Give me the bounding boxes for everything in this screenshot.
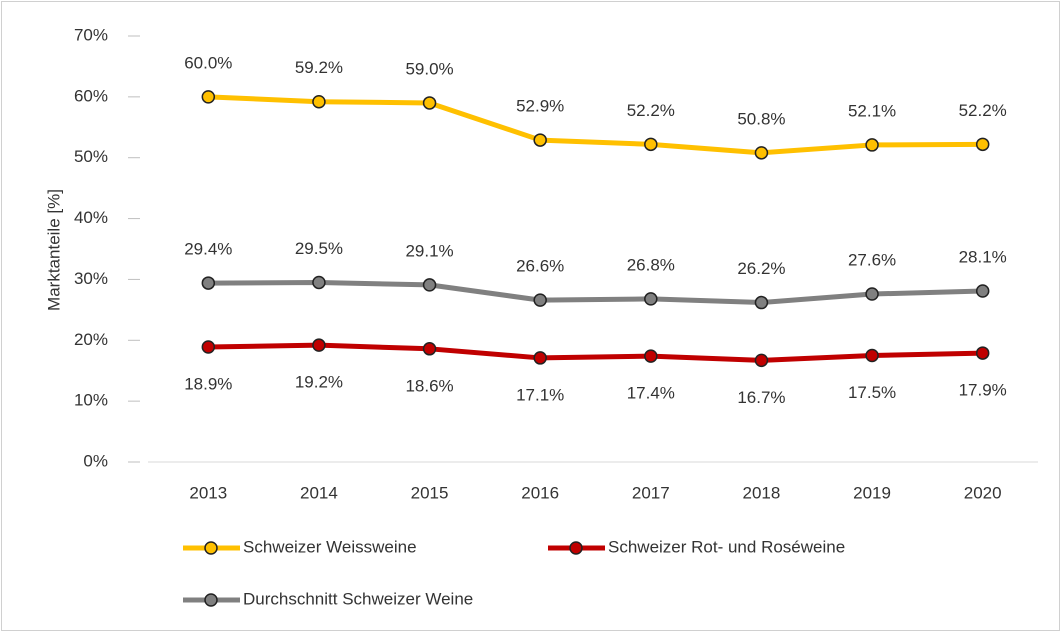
y-tick-label: 60% bbox=[74, 86, 108, 105]
data-label: 52.2% bbox=[959, 101, 1007, 120]
data-label: 60.0% bbox=[184, 53, 232, 72]
data-point bbox=[533, 293, 547, 307]
y-tick-label: 20% bbox=[74, 330, 108, 349]
data-point bbox=[754, 146, 769, 160]
data-point bbox=[533, 133, 547, 147]
data-label: 50.8% bbox=[737, 109, 785, 128]
data-point bbox=[865, 348, 879, 363]
y-axis-label: Marktanteile [%] bbox=[44, 189, 63, 311]
data-point bbox=[533, 351, 547, 365]
series-line bbox=[208, 94, 983, 156]
y-tick-label: 70% bbox=[74, 25, 108, 44]
series-line bbox=[208, 342, 983, 363]
x-tick-label: 2013 bbox=[189, 483, 227, 502]
data-label: 26.8% bbox=[627, 255, 675, 274]
x-tick-label: 2014 bbox=[300, 483, 338, 502]
data-label: 16.7% bbox=[737, 388, 785, 407]
data-label: 52.1% bbox=[848, 101, 896, 120]
data-point bbox=[201, 276, 216, 290]
data-point bbox=[201, 340, 216, 354]
data-label: 17.1% bbox=[516, 385, 564, 404]
data-label: 28.1% bbox=[959, 247, 1007, 266]
y-tick-label: 0% bbox=[83, 451, 108, 470]
data-point bbox=[644, 292, 658, 306]
data-label: 17.5% bbox=[848, 383, 896, 402]
data-label: 26.2% bbox=[737, 259, 785, 278]
legend-label: Schweizer Rot- und Roséweine bbox=[608, 537, 845, 556]
legend-marker bbox=[569, 541, 583, 555]
legend-label: Durchschnitt Schweizer Weine bbox=[243, 589, 473, 608]
data-point bbox=[422, 96, 437, 110]
x-tick-label: 2019 bbox=[853, 483, 891, 502]
data-label: 29.5% bbox=[295, 239, 343, 258]
data-label: 52.9% bbox=[516, 97, 564, 116]
data-label: 17.9% bbox=[959, 381, 1007, 400]
data-point bbox=[422, 342, 437, 356]
data-label: 29.4% bbox=[184, 240, 232, 259]
legend-marker bbox=[204, 541, 218, 555]
x-tick-label: 2020 bbox=[964, 483, 1002, 502]
data-point bbox=[865, 138, 879, 152]
x-tick-label: 2015 bbox=[411, 483, 449, 502]
data-label: 19.2% bbox=[295, 373, 343, 392]
x-tick-label: 2017 bbox=[632, 483, 670, 502]
y-tick-label: 10% bbox=[74, 391, 108, 410]
data-point bbox=[422, 278, 437, 292]
data-label: 26.6% bbox=[516, 257, 564, 276]
data-point bbox=[754, 295, 769, 310]
data-label: 52.2% bbox=[627, 101, 675, 120]
data-label: 18.6% bbox=[405, 376, 453, 395]
data-point bbox=[865, 287, 879, 301]
y-tick-label: 30% bbox=[74, 269, 108, 288]
data-point bbox=[644, 137, 658, 152]
data-point bbox=[201, 90, 216, 104]
data-point bbox=[312, 338, 326, 352]
data-point bbox=[975, 137, 990, 152]
x-tick-label: 2016 bbox=[521, 483, 559, 502]
data-point bbox=[754, 353, 769, 368]
x-tick-label: 2018 bbox=[743, 483, 781, 502]
data-label: 17.4% bbox=[627, 384, 675, 403]
series-line bbox=[208, 279, 983, 306]
data-point bbox=[644, 349, 658, 363]
data-point bbox=[975, 284, 990, 298]
data-label: 59.0% bbox=[405, 59, 453, 78]
data-label: 27.6% bbox=[848, 251, 896, 270]
y-tick-label: 50% bbox=[74, 147, 108, 166]
data-label: 18.9% bbox=[184, 374, 232, 393]
data-point bbox=[975, 346, 990, 360]
data-label: 59.2% bbox=[295, 58, 343, 77]
legend-label: Schweizer Weissweine bbox=[243, 537, 417, 556]
data-point bbox=[312, 275, 326, 290]
legend-marker bbox=[204, 593, 218, 607]
y-tick-label: 40% bbox=[74, 208, 108, 227]
data-point bbox=[312, 94, 326, 109]
data-label: 29.1% bbox=[405, 241, 453, 260]
